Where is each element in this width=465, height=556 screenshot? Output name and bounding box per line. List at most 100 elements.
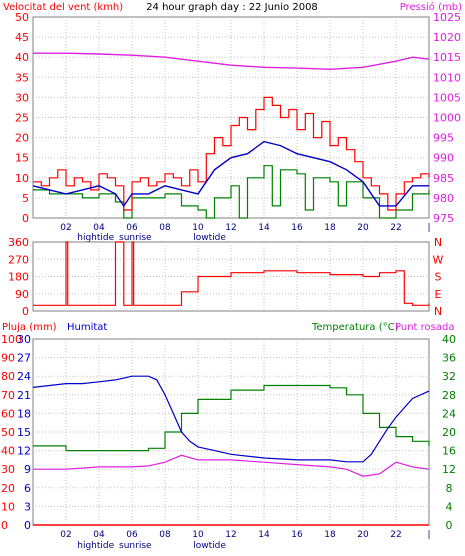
- time-tick-label: 18: [324, 530, 336, 540]
- time-tick-label: 08: [159, 530, 171, 540]
- rain-tick-labels: 0 10 20 30 40 50 60 70 80 90 100: [1, 333, 22, 532]
- time-tick-label: 04: [93, 530, 105, 540]
- pressure-tick-label: 995: [433, 132, 454, 145]
- grid: [33, 17, 429, 218]
- rain-tick-label: 80: [1, 370, 15, 383]
- temperature-line: [33, 384, 430, 452]
- wind-speed-tick-label: 50: [15, 11, 29, 24]
- time-tick-label: 14: [258, 223, 270, 233]
- direction-tick-label: 180: [8, 271, 29, 284]
- wind-speed-tick-label: 20: [15, 132, 29, 145]
- pressure-tick-label: 1025: [433, 11, 461, 24]
- pressure-tick-label: 1015: [433, 51, 461, 64]
- temperature-tick-label: 36: [442, 352, 456, 365]
- time-tick-label: 02: [60, 530, 71, 540]
- rain-tick-label: 100: [1, 333, 22, 346]
- temperature-tick-labels: 0 4 8 12 16 20 24 28 32 36 40: [442, 333, 456, 532]
- time-tick-label: 10: [192, 223, 204, 233]
- note-hightide: hightide: [77, 233, 114, 243]
- time-tick-label: 22: [390, 223, 401, 233]
- rain-tick-label: 40: [1, 445, 15, 458]
- time-tick-label: 20: [357, 223, 369, 233]
- pressure-tick-labels: 975 980 985 990 995 1000 1005 1010 1015 1020 1025: [433, 11, 461, 225]
- temperature-tick-label: 20: [442, 426, 456, 439]
- pressure-tick-label: 1000: [433, 112, 461, 125]
- humidity-line: [32, 375, 430, 463]
- time-tick-label: 08: [159, 223, 171, 233]
- rain-tick-label: 20: [1, 482, 15, 495]
- compass-label: N: [434, 236, 442, 249]
- rain-tick-label: 30: [1, 463, 15, 476]
- humidity-tick-label: 9: [24, 463, 31, 476]
- temperature-tick-label: 12: [442, 463, 456, 476]
- time-tick-label: 12: [225, 530, 236, 540]
- wind-pressure-panel: Velocitat del vent (kmh) 24 hour graph d…: [3, 1, 462, 243]
- time-tick-label: 18: [324, 223, 336, 233]
- time-tick-label: 06: [126, 530, 138, 540]
- temperature-tick-label: 32: [442, 370, 456, 383]
- direction-tick-label: 90: [15, 288, 29, 301]
- rain-tick-label: 60: [1, 407, 15, 420]
- time-tick-label: 12: [225, 223, 236, 233]
- temperature-tick-label: 0: [446, 519, 453, 532]
- humidity-tick-label: 24: [17, 370, 31, 383]
- pressure-line: [33, 52, 430, 71]
- pressure-tick-label: 975: [433, 212, 454, 225]
- rain-tick-label: 10: [1, 500, 15, 513]
- pressure-tick-label: 990: [433, 152, 454, 165]
- time-tick-label: 02: [60, 223, 71, 233]
- note-sunrise: sunrise: [119, 541, 152, 551]
- tide-sun-notes: hightide sunrise lowtide: [77, 233, 226, 243]
- note-sunrise: sunrise: [119, 233, 152, 243]
- rain-tick-label: 90: [1, 352, 15, 365]
- temperature-tick-label: 4: [446, 500, 453, 513]
- humidity-tick-label: 27: [17, 352, 31, 365]
- humidity-tick-label: 0: [24, 519, 31, 532]
- wind-speed-tick-label: 45: [15, 31, 29, 44]
- wind-speed-tick-labels: 0 5 10 15 20 25 30 35 40 45 50: [15, 11, 29, 225]
- time-tick-label: |: [427, 530, 430, 540]
- time-tick-labels: 02 04 06 08 10 12 14 16 18 20 22 |: [60, 530, 430, 540]
- wind-speed-tick-label: 0: [22, 212, 29, 225]
- humidity-tick-label: 30: [17, 333, 31, 346]
- humidity-temperature-panel: Pluja (mm) Humitat Temperatura (°C) Punt…: [1, 322, 456, 551]
- humidity-tick-label: 18: [17, 407, 31, 420]
- temperature-tick-label: 28: [442, 389, 456, 402]
- temperature-tick-label: 16: [442, 445, 456, 458]
- humidity-axis-label: Humitat: [67, 322, 107, 333]
- direction-tick-label: 0: [22, 305, 29, 318]
- humidity-tick-label: 3: [24, 500, 31, 513]
- direction-tick-label: 360: [8, 236, 29, 249]
- temperature-tick-label: 40: [442, 333, 456, 346]
- rain-axis-label: Pluja (mm): [2, 322, 57, 333]
- compass-label: W: [433, 253, 444, 266]
- wind-speed-tick-label: 5: [22, 192, 29, 205]
- time-tick-label: |: [427, 223, 430, 233]
- pressure-tick-label: 980: [433, 192, 454, 205]
- humidity-tick-label: 15: [17, 426, 31, 439]
- rain-tick-label: 0: [1, 519, 8, 532]
- time-tick-label: 16: [291, 223, 303, 233]
- time-tick-labels: 02 04 06 08 10 12 14 16 18 20 22 |: [60, 223, 430, 233]
- dewpoint-line: [33, 454, 430, 477]
- chart-title: 24 hour graph day : 22 Junio 2008: [146, 2, 318, 13]
- pressure-tick-label: 985: [433, 172, 454, 185]
- temperature-tick-label: 8: [446, 482, 453, 495]
- wind-speed-tick-label: 35: [15, 71, 29, 84]
- pressure-tick-label: 1010: [433, 71, 461, 84]
- series-lines: [32, 52, 430, 219]
- direction-tick-labels: 0 90 180 270 360: [8, 236, 29, 318]
- temperature-axis-label: Temperatura (°C): [311, 322, 399, 333]
- tide-sun-notes: hightide sunrise lowtide: [77, 541, 226, 551]
- wind-gust-line: [33, 96, 430, 211]
- time-tick-label: 16: [291, 530, 303, 540]
- time-tick-label: 10: [192, 530, 204, 540]
- humidity-tick-label: 21: [17, 389, 31, 402]
- rain-tick-label: 50: [1, 426, 15, 439]
- series-lines: [33, 241, 430, 306]
- series-lines: [32, 375, 430, 526]
- rain-tick-label: 70: [1, 389, 15, 402]
- time-tick-label: 22: [390, 530, 401, 540]
